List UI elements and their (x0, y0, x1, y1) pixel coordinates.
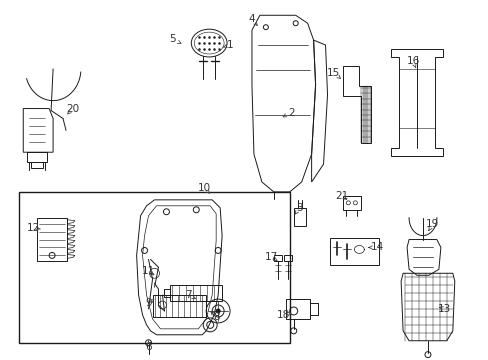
Text: 20: 20 (66, 104, 80, 113)
Text: 13: 13 (437, 304, 450, 314)
Text: 12: 12 (26, 222, 40, 233)
Text: 9: 9 (145, 298, 152, 308)
Text: 5: 5 (169, 34, 175, 44)
Text: 15: 15 (326, 68, 340, 78)
Bar (329, 238, 379, 265)
Text: 18: 18 (277, 310, 290, 320)
Text: 2: 2 (288, 108, 294, 117)
Bar (19, 192, 289, 343)
Text: 3: 3 (296, 203, 303, 213)
Text: 6: 6 (145, 342, 152, 352)
Text: 14: 14 (370, 243, 383, 252)
Bar (293, 208, 305, 226)
Text: 7: 7 (184, 290, 191, 300)
Text: 10: 10 (197, 183, 210, 193)
Bar (343, 196, 361, 210)
Text: 16: 16 (406, 56, 419, 66)
Bar (285, 299, 309, 319)
Text: 4: 4 (248, 14, 255, 24)
Bar (31, 162, 43, 168)
Text: 21: 21 (334, 191, 347, 201)
Bar (273, 255, 281, 261)
Text: 11: 11 (142, 266, 155, 276)
Bar (170, 285, 222, 301)
Text: 19: 19 (426, 219, 439, 229)
Text: 8: 8 (212, 312, 219, 322)
Bar (283, 255, 291, 261)
Bar (152, 295, 206, 317)
Text: 1: 1 (226, 40, 233, 50)
Text: 17: 17 (264, 252, 278, 262)
Circle shape (216, 309, 220, 313)
Bar (27, 152, 47, 162)
Bar (37, 218, 67, 261)
